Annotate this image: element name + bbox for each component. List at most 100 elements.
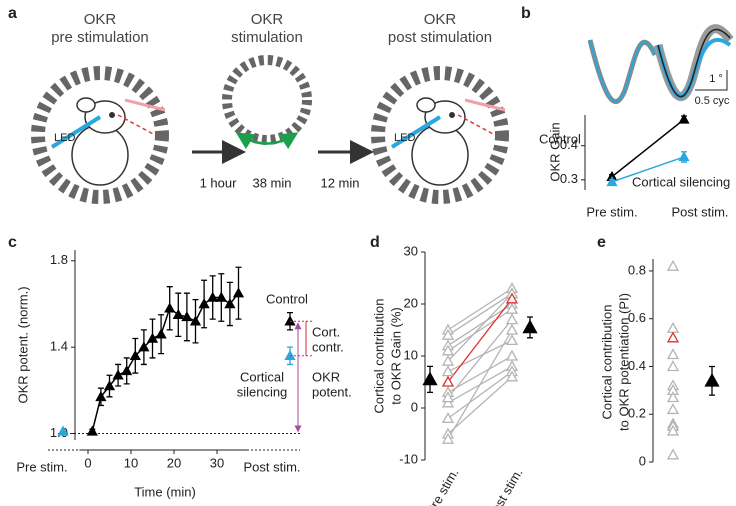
mouse-head (84, 100, 126, 134)
marker (198, 298, 210, 309)
mean-marker (422, 371, 438, 386)
pair-line (447, 303, 513, 347)
marker (666, 259, 680, 271)
mouse-head (424, 100, 466, 134)
scale-label: 1 ° (709, 73, 723, 85)
arrows (192, 132, 374, 164)
pair-line (447, 329, 513, 440)
series-label: Control (539, 131, 581, 146)
marker (441, 344, 455, 356)
y-tick-label: 1.8 (50, 252, 68, 267)
marker (678, 113, 690, 124)
y-tick-label: 30 (404, 243, 418, 258)
series-label: Cortical (240, 369, 284, 384)
marker (441, 432, 455, 444)
marker (86, 425, 98, 436)
marker (441, 328, 455, 340)
y-axis-label: OKR Gain (547, 122, 562, 181)
step-duration: 38 min (252, 175, 291, 190)
marker (95, 390, 107, 402)
marker (57, 425, 69, 436)
led-fiber (390, 115, 442, 149)
marker (129, 349, 141, 361)
marker (441, 354, 455, 366)
y-axis-label: to OKR Gain (%) (388, 307, 403, 405)
panel-label: e (597, 234, 606, 251)
y-tick-label: 0.8 (628, 262, 646, 277)
x-tick-label: Post stim. (243, 459, 300, 474)
step-title: stimulation (231, 29, 303, 46)
y-tick-label: 10 (404, 347, 418, 362)
x-axis-label: Time (min) (134, 484, 196, 499)
step-title: OKR (84, 11, 117, 28)
mouse-body (411, 124, 469, 186)
pair-line (447, 287, 513, 331)
marker (666, 424, 680, 436)
y-tick-label: 0.2 (628, 406, 646, 421)
marker (441, 396, 455, 408)
pair-line (447, 298, 513, 383)
camera-beam (117, 114, 156, 136)
marker (441, 365, 455, 377)
mouse-ear (76, 97, 96, 113)
y-tick-label: 0 (411, 399, 418, 414)
marker (103, 380, 116, 391)
y-tick-label: 0.4 (628, 358, 646, 373)
x-tick-label: Pre stim. (423, 466, 462, 506)
mirror (124, 98, 166, 112)
series-label: Control (266, 291, 308, 306)
y-axis-label: OKR potent. (norm.) (15, 286, 30, 403)
mouse-eye (109, 112, 115, 118)
step-duration: 1 hour (200, 175, 238, 190)
y-axis-label: Cortical contribution (371, 299, 386, 414)
x-tick-label: Post stim. (484, 466, 526, 506)
marker (505, 313, 519, 325)
stimulus-drums (31, 55, 509, 204)
marker (146, 332, 159, 343)
led-label: LED (54, 132, 75, 144)
pair-line (447, 376, 513, 435)
y-axis-label: Cortical contribution (599, 305, 614, 420)
led-fiber (50, 115, 102, 149)
marker (666, 448, 680, 460)
mirror (464, 98, 506, 112)
annotation: OKR (312, 369, 340, 384)
eye-traces (587, 24, 734, 104)
marker (666, 348, 680, 360)
marker (441, 412, 455, 424)
x-tick-label: 20 (167, 455, 181, 470)
series-line (91, 292, 240, 432)
marker (441, 391, 455, 403)
marker (505, 323, 519, 335)
y-tick-label: 20 (404, 295, 418, 310)
marker (505, 370, 519, 382)
camera-beam (457, 114, 496, 136)
mouse-ear (416, 97, 436, 113)
marker (666, 321, 680, 333)
pair-line (447, 371, 513, 419)
step-title: OKR (251, 11, 284, 28)
marker (666, 391, 680, 403)
y-tick-label: 0.6 (628, 310, 646, 325)
x-tick-label: 30 (210, 455, 224, 470)
mouse-eye (449, 112, 455, 118)
y-tick-label: 0.3 (560, 171, 578, 186)
y-tick-label: 0.4 (560, 137, 578, 152)
mean-marker (522, 319, 538, 334)
annotation: Cort. (312, 324, 340, 339)
marker (189, 315, 202, 326)
marker (207, 291, 219, 302)
step-title: OKR (424, 11, 457, 28)
marker (666, 403, 680, 415)
x-tick-label: 0 (84, 455, 91, 470)
series-label: Cortical silencing (632, 174, 730, 189)
pair-line (447, 339, 513, 373)
marker (666, 360, 680, 372)
marker (505, 292, 519, 304)
marker (155, 328, 167, 339)
led-label: LED (394, 132, 415, 144)
y-tick-label: 0 (639, 453, 646, 468)
x-tick-label: Post stim. (671, 204, 728, 219)
marker (121, 365, 133, 376)
x-tick-label: 10 (124, 455, 138, 470)
